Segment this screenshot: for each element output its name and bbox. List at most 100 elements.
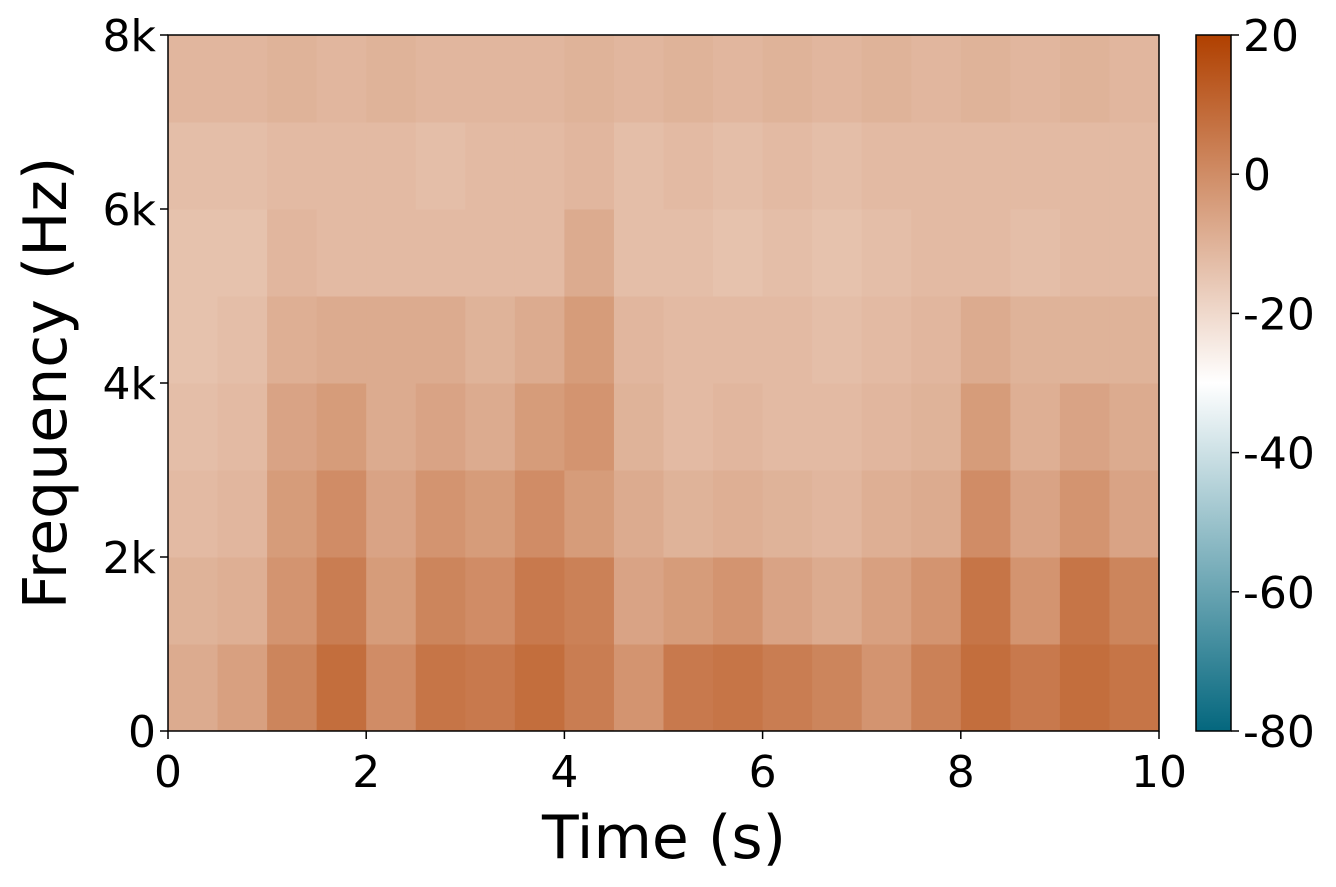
heatmap-cell: [217, 209, 268, 297]
heatmap-cell: [762, 209, 813, 297]
y-tick-label: 8k: [103, 11, 157, 62]
heatmap-cell: [861, 383, 912, 471]
heatmap-cell: [514, 122, 565, 210]
heatmap-cell: [514, 644, 565, 732]
heatmap-cell: [465, 35, 516, 123]
x-tick-label: 6: [749, 747, 777, 798]
heatmap-cell: [217, 470, 268, 558]
heatmap-cell: [1109, 296, 1160, 384]
heatmap-cell: [168, 557, 219, 645]
y-axis-label: Frequency (Hz): [11, 157, 81, 609]
heatmap-cell: [1109, 383, 1160, 471]
heatmap-cell: [911, 383, 962, 471]
heatmap-cell: [762, 470, 813, 558]
heatmap-cell: [663, 557, 714, 645]
heatmap-cell: [663, 296, 714, 384]
heatmap-cell: [713, 209, 764, 297]
y-tick-label: 6k: [103, 185, 157, 236]
heatmap-cell: [762, 296, 813, 384]
heatmap-cell: [217, 644, 268, 732]
heatmap-cell: [812, 383, 863, 471]
heatmap-cell: [267, 644, 318, 732]
heatmap-cell: [514, 209, 565, 297]
heatmap-cell: [267, 557, 318, 645]
heatmap-cell: [812, 557, 863, 645]
heatmap-cell: [316, 122, 367, 210]
heatmap-cell: [564, 644, 615, 732]
heatmap-cell: [613, 470, 664, 558]
heatmap-cell: [1010, 383, 1061, 471]
x-axis-label: Time (s): [541, 803, 786, 873]
heatmap-cell: [514, 383, 565, 471]
heatmap-cell: [1109, 557, 1160, 645]
heatmap-cell: [267, 209, 318, 297]
heatmap-cell: [316, 470, 367, 558]
heatmap-cell: [465, 383, 516, 471]
heatmap-cell: [316, 557, 367, 645]
heatmap-cell: [366, 470, 417, 558]
colorbar-tick-label: -40: [1243, 429, 1315, 480]
heatmap-cell: [713, 296, 764, 384]
heatmap-cell: [1059, 122, 1110, 210]
heatmap-cell: [217, 122, 268, 210]
heatmap-cell: [663, 35, 714, 123]
heatmap-cell: [415, 644, 466, 732]
heatmap-cell: [812, 35, 863, 123]
heatmap-cell: [713, 122, 764, 210]
heatmap-cell: [1109, 35, 1160, 123]
heatmap-cell: [564, 296, 615, 384]
colorbar-tick-label: -80: [1243, 707, 1315, 758]
heatmap-cell: [564, 122, 615, 210]
heatmap-cell: [713, 35, 764, 123]
x-tick-label: 4: [550, 747, 578, 798]
heatmap-cell: [663, 209, 714, 297]
heatmap-cell: [762, 383, 813, 471]
x-tick-label: 10: [1131, 747, 1187, 798]
heatmap-cell: [861, 209, 912, 297]
heatmap-cell: [713, 470, 764, 558]
heatmap-cell: [713, 557, 764, 645]
heatmap-cell: [267, 470, 318, 558]
heatmap-cell: [1010, 470, 1061, 558]
heatmap-cell: [465, 122, 516, 210]
heatmap-cell: [366, 557, 417, 645]
heatmap-cell: [316, 296, 367, 384]
heatmap-cell: [415, 122, 466, 210]
heatmap-cell: [960, 209, 1011, 297]
heatmap-cell: [168, 644, 219, 732]
heatmap-cell: [564, 470, 615, 558]
heatmap-cell: [415, 470, 466, 558]
heatmap-cell: [861, 470, 912, 558]
heatmap-cell: [812, 209, 863, 297]
heatmap-cell: [1059, 470, 1110, 558]
heatmap-cell: [267, 122, 318, 210]
heatmap-cell: [613, 122, 664, 210]
heatmap-cell: [267, 296, 318, 384]
heatmap-cell: [1059, 209, 1110, 297]
y-tick-label: 4k: [103, 359, 157, 410]
heatmap-cell: [1010, 122, 1061, 210]
heatmap-cell: [812, 644, 863, 732]
heatmap-cell: [960, 644, 1011, 732]
heatmap-cell: [960, 470, 1011, 558]
heatmap-cell: [1059, 296, 1110, 384]
heatmap-cell: [663, 383, 714, 471]
heatmap-cell: [960, 383, 1011, 471]
colorbar: [1195, 34, 1232, 732]
heatmap-cell: [1109, 644, 1160, 732]
heatmap-cell: [465, 557, 516, 645]
heatmap-cell: [911, 209, 962, 297]
heatmap-cell: [911, 557, 962, 645]
heatmap-cell: [960, 557, 1011, 645]
heatmap-cell: [415, 209, 466, 297]
heatmap-cell: [316, 35, 367, 123]
heatmap-cell: [564, 35, 615, 123]
heatmap-cell: [1059, 644, 1110, 732]
heatmap-cell: [911, 644, 962, 732]
heatmap-cell: [960, 35, 1011, 123]
heatmap-cell: [415, 557, 466, 645]
heatmap-cell: [465, 296, 516, 384]
heatmap-cell: [861, 35, 912, 123]
heatmap-cell: [613, 296, 664, 384]
